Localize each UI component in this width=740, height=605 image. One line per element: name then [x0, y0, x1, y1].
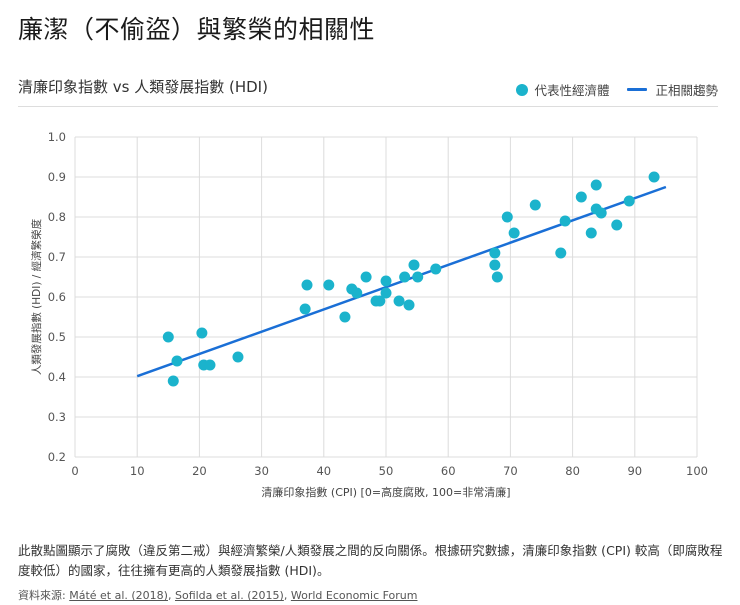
- grid: [74, 136, 698, 458]
- data-point: [374, 295, 386, 307]
- x-tick-label: 100: [686, 464, 708, 478]
- scatter-chart: 0 10 20 30 40 50 60 70 80 90 100 0.2 0.3 0.4 0.5 0.6 0.7…: [30, 130, 708, 499]
- data-point: [339, 311, 351, 323]
- data-point: [529, 199, 541, 211]
- y-tick-label: 0.8: [48, 210, 66, 224]
- legend-point-marker: [516, 83, 529, 96]
- data-point: [623, 195, 635, 207]
- legend-label-trend: 正相關趨勢: [655, 83, 718, 98]
- data-point: [575, 191, 587, 203]
- data-point: [648, 171, 660, 183]
- x-tick-label: 20: [192, 464, 207, 478]
- x-tick-label: 10: [130, 464, 145, 478]
- data-point: [489, 259, 501, 271]
- data-point: [590, 179, 602, 191]
- data-point: [491, 271, 503, 283]
- x-axis-label: 清廉印象指數 (CPI) [0=高度腐敗, 100=非常清廉]: [261, 485, 510, 499]
- data-point: [408, 259, 420, 271]
- y-tick-label: 0.3: [48, 410, 66, 424]
- legend-line-marker: [627, 88, 648, 91]
- data-point: [611, 219, 623, 231]
- data-point: [585, 227, 597, 239]
- source-label: 資料來源:: [18, 589, 66, 602]
- chart-title: 清廉印象指數 vs 人類發展指數 (HDI): [18, 78, 268, 96]
- source-link-wef[interactable]: World Economic Forum: [290, 589, 418, 602]
- data-point: [301, 279, 313, 291]
- description: 此散點圖顯示了腐敗（違反第二戒）與經濟繁榮/人類發展之間的反向關係。根據研究數據…: [18, 543, 723, 578]
- legend: 代表性經濟體 正相關趨勢: [516, 80, 718, 99]
- data-point: [167, 375, 179, 387]
- data-point: [489, 247, 501, 259]
- x-tick-label: 0: [71, 464, 78, 478]
- tick-labels: 0 10 20 30 40 50 60 70 80 90 100 0.2 0.3 0.4 0.5 0.6 0.7…: [48, 130, 708, 478]
- source-link-sofilda[interactable]: Sofilda et al. (2015): [174, 589, 284, 602]
- data-point: [232, 351, 244, 363]
- y-tick-label: 0.4: [48, 370, 66, 384]
- data-point: [171, 355, 183, 367]
- trend-line-group: [136, 185, 667, 378]
- data-point: [196, 327, 208, 339]
- x-tick-label: 90: [627, 464, 642, 478]
- source-link-mate[interactable]: Máté et al. (2018): [69, 589, 168, 602]
- divider: [18, 106, 718, 107]
- y-tick-label: 0.7: [48, 250, 66, 264]
- y-tick-label: 0.2: [48, 450, 66, 464]
- data-point: [412, 271, 424, 283]
- points-group: [162, 171, 660, 387]
- page-title: 廉潔（不偷盜）與繁榮的相關性: [18, 15, 376, 44]
- y-axis-label: 人類發展指數 (HDI) / 經濟繁榮度: [30, 218, 43, 375]
- data-point: [162, 331, 174, 343]
- data-point: [555, 247, 567, 259]
- x-tick-label: 60: [441, 464, 456, 478]
- data-point: [393, 295, 405, 307]
- y-tick-label: 0.5: [48, 330, 66, 344]
- data-point: [508, 227, 520, 239]
- trend-line: [136, 185, 667, 378]
- x-tick-label: 80: [565, 464, 580, 478]
- source: 資料來源: Máté et al. (2018), Sofilda et al.…: [18, 589, 418, 602]
- data-point: [360, 271, 372, 283]
- data-point: [204, 359, 216, 371]
- data-point: [380, 275, 392, 287]
- x-tick-label: 40: [316, 464, 331, 478]
- data-point: [559, 215, 571, 227]
- y-tick-label: 0.6: [48, 290, 66, 304]
- data-point: [430, 263, 442, 275]
- data-point: [351, 287, 363, 299]
- data-point: [399, 271, 411, 283]
- data-point: [323, 279, 335, 291]
- data-point: [403, 299, 415, 311]
- x-tick-label: 30: [254, 464, 269, 478]
- legend-label-points: 代表性經濟體: [534, 83, 610, 98]
- x-tick-label: 70: [503, 464, 518, 478]
- data-point: [380, 287, 392, 299]
- y-tick-label: 0.9: [48, 170, 66, 184]
- y-tick-label: 1.0: [48, 130, 66, 144]
- data-point: [595, 207, 607, 219]
- data-point: [501, 211, 513, 223]
- x-tick-label: 50: [379, 464, 394, 478]
- data-point: [299, 303, 311, 315]
